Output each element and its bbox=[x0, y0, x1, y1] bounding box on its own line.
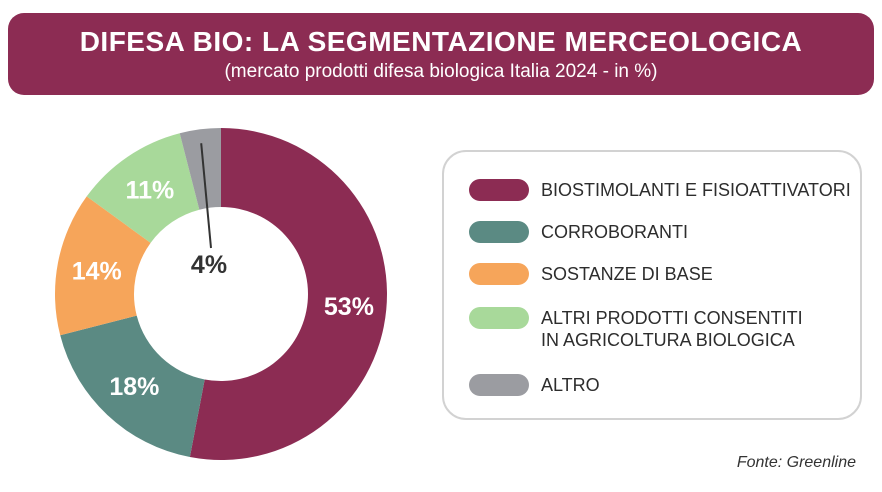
slice-sostanze-di-base bbox=[55, 196, 151, 336]
label-sostanze-di-base: 14% bbox=[72, 257, 122, 285]
legend-swatch bbox=[469, 307, 529, 329]
legend-label: CORROBORANTI bbox=[541, 222, 689, 242]
legend-item-corroboranti: CORROBORANTI bbox=[469, 221, 688, 243]
label-altri-prodotti: 11% bbox=[126, 176, 175, 204]
source-note: Fonte: Greenline bbox=[736, 454, 856, 471]
legend-swatch bbox=[469, 374, 529, 396]
legend-item-altri-prodotti: ALTRI PRODOTTI CONSENTITI IN AGRICOLTURA… bbox=[469, 307, 803, 351]
legend-swatch bbox=[469, 263, 529, 285]
chart-subtitle: (mercato prodotti difesa biologica Itali… bbox=[224, 61, 658, 82]
title-banner: DIFESA BIO: LA SEGMENTAZIONE MERCEOLOGIC… bbox=[8, 13, 874, 95]
legend-label: ALTRI PRODOTTI CONSENTITI IN AGRICOLTURA… bbox=[541, 308, 803, 350]
legend-item-altro: ALTRO bbox=[469, 374, 600, 396]
label-altro: 4% bbox=[191, 251, 227, 279]
label-biostimolanti: 53% bbox=[324, 293, 374, 321]
legend-label: BIOSTIMOLANTI E FISIOATTIVATORI bbox=[541, 180, 851, 200]
legend-label: SOSTANZE DI BASE bbox=[541, 264, 713, 284]
legend-label: ALTRO bbox=[541, 375, 600, 395]
legend-item-biostimolanti: BIOSTIMOLANTI E FISIOATTIVATORI bbox=[469, 179, 851, 201]
legend-item-sostanze-di-base: SOSTANZE DI BASE bbox=[469, 263, 713, 285]
legend-swatch bbox=[469, 221, 529, 243]
legend: BIOSTIMOLANTI E FISIOATTIVATORI CORROBOR… bbox=[442, 150, 862, 420]
slice-corroboranti bbox=[60, 315, 205, 458]
label-leader-line bbox=[200, 143, 212, 249]
label-corroboranti: 18% bbox=[109, 373, 159, 401]
donut-chart: 53% 18% 14% 11% 4% bbox=[55, 128, 388, 461]
slice-biostimolanti bbox=[189, 128, 388, 461]
slice-altri-prodotti bbox=[86, 133, 200, 243]
legend-swatch bbox=[469, 179, 529, 201]
slice-altro bbox=[179, 128, 221, 210]
chart-title: DIFESA BIO: LA SEGMENTAZIONE MERCEOLOGIC… bbox=[79, 26, 803, 57]
